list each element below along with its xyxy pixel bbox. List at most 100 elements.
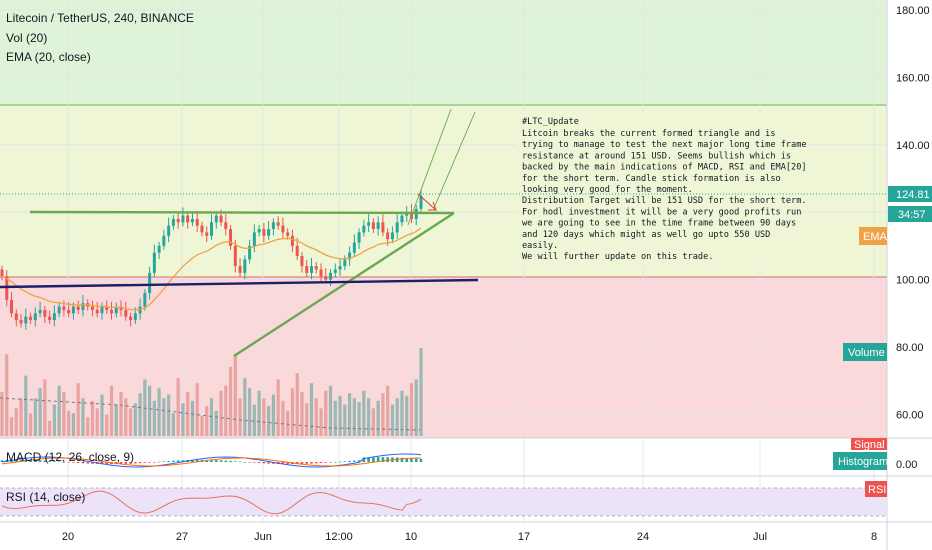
countdown-badge-text: 34:57 [898,209,926,221]
candle-body [224,222,228,230]
candle-body [319,269,323,277]
annotation-line: easily. [522,241,558,251]
volume-bar [219,390,223,436]
volume-bar [276,379,280,436]
projection-arrow-1[interactable] [407,108,452,226]
candle-body [181,215,185,223]
macd-hist [176,460,180,462]
pullback-arrow[interactable] [417,193,438,211]
macd-hist [405,458,409,462]
signal-badge-text: Signal [854,439,885,451]
volume-bar [319,408,323,436]
candle-body [357,232,361,243]
time-tick-2: Jun [254,531,272,543]
time-axis[interactable]: 20 27 Jun 12:00 10 17 24 Jul 8 [62,531,877,543]
volume-bar [138,393,142,436]
volume-bar [171,413,176,436]
candle-body [329,272,333,280]
volume-bar [357,402,361,436]
volume-bar [38,388,42,436]
volume-badge [843,343,887,361]
candle-body [343,259,347,267]
price-badge [888,186,932,202]
candle-body [67,309,71,314]
macd-hist [410,458,413,462]
macd-hist [286,462,289,465]
annotation-box[interactable] [516,112,796,268]
volume-bar [267,405,271,436]
candle-body [129,316,133,321]
macd-hist [400,457,404,462]
time-tick-8: 8 [871,531,877,543]
candle-body [105,306,109,310]
volume-bar [419,348,423,436]
candle-body [267,229,271,236]
candle-body [186,215,190,223]
vol-label: Vol (20) [6,31,47,45]
macd-hist [362,457,366,462]
volume-bar [243,378,247,436]
support-zone [0,277,887,438]
volume-bar [405,395,409,436]
candle-body [219,215,223,223]
volume-bar [295,373,299,436]
volume-bar [19,398,23,436]
annotation-line: backed by the main indications of MACD, … [522,163,807,173]
macd-hist [195,459,199,462]
signal-badge [851,438,887,450]
candle-body [300,256,304,267]
volume-bars [0,348,423,436]
macd-hist [76,462,80,463]
resistance-zone [0,0,887,105]
macd-hist [267,462,270,464]
volume-bar [290,388,295,436]
macd-hist [353,460,356,462]
macd-hist [191,459,194,462]
annotation-line: Litcoin breaks the current formed triang… [522,129,776,139]
volume-bar [76,383,80,436]
candle-body [352,242,356,253]
triangle-top-line[interactable] [29,210,455,215]
candle-body [348,252,352,260]
volume-bar [109,385,114,436]
annotation-line: for the short term. Candle stick formati… [522,174,781,184]
candle-body [57,306,61,314]
volume-bar [148,385,152,436]
annotation-line: Distribution Target will be 151 USD for … [522,196,807,206]
rsi-badge-text: RSI [868,484,886,496]
ascending-trendline[interactable] [233,211,455,358]
support-line[interactable] [0,278,479,289]
volume-bar [114,404,118,436]
volume-bar [62,392,66,436]
volume-bar [95,408,99,436]
candle-body [233,245,237,267]
annotation-line: trying to manage to test the next major … [522,140,807,150]
macd-hist [314,462,318,464]
annotation-line: resistance at around 151 USD. Seems bull… [522,151,791,161]
volume-bar [0,392,4,436]
macd-hist [300,462,304,465]
time-tick-7: Jul [753,531,767,543]
projection-arrow-2[interactable] [433,111,476,209]
volume-bar [305,403,309,436]
candle-body [52,313,56,321]
macd-hist [119,462,123,465]
volume-bar [67,410,71,436]
volume-bar [57,385,61,436]
macd-hist [238,461,242,463]
macd-hist [38,460,42,462]
volume-bar [195,383,199,436]
macd-hist [343,461,347,462]
candle-body [214,215,218,223]
volume-bar [162,398,166,436]
volume-bar [105,414,109,436]
volume-bar [86,417,90,436]
volume-bar [205,405,209,436]
macd-hist [167,461,170,462]
candle-body [195,218,199,226]
candle-body [110,309,114,314]
macd-hist [248,462,251,463]
macd-hist [224,460,228,462]
